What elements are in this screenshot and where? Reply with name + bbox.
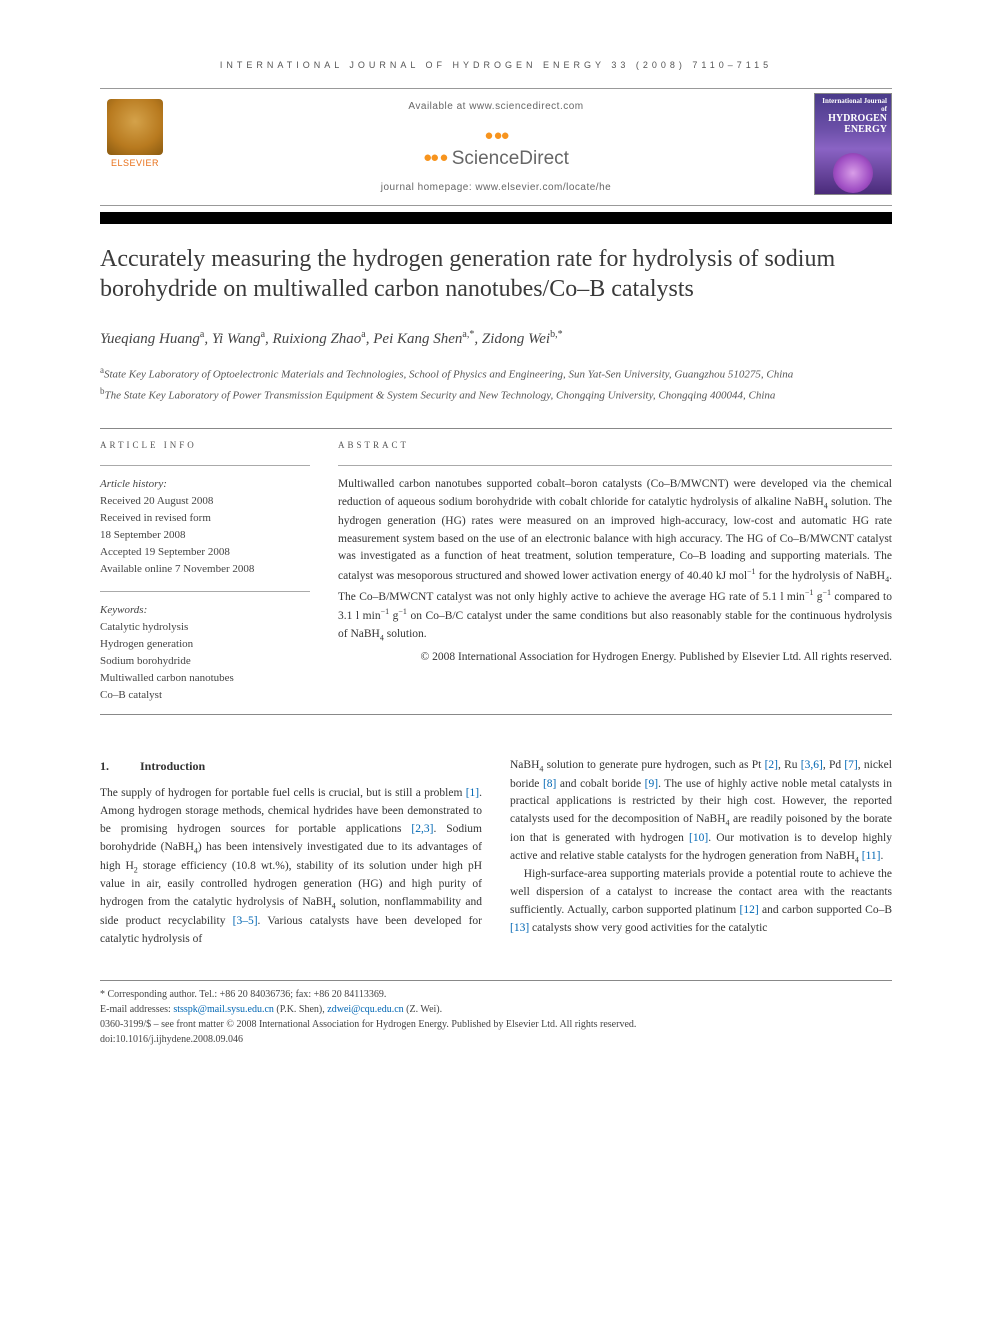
- body-paragraph: The supply of hydrogen for portable fuel…: [100, 785, 482, 948]
- article-info-heading: ARTICLE INFO: [100, 439, 310, 453]
- sciencedirect-text: ScienceDirect: [452, 148, 569, 169]
- accepted-date: Accepted 19 September 2008: [100, 544, 310, 561]
- rights-line: 0360-3199/$ – see front matter © 2008 In…: [100, 1017, 892, 1032]
- abstract-heading: ABSTRACT: [338, 439, 892, 453]
- abstract-column: ABSTRACT Multiwalled carbon nanotubes su…: [338, 439, 892, 704]
- elsevier-text: ELSEVIER: [100, 158, 170, 168]
- keyword: Hydrogen generation: [100, 636, 310, 653]
- elsevier-logo: ELSEVIER: [100, 99, 170, 168]
- section-heading: 1.Introduction: [100, 757, 482, 776]
- body-column-right: NaBH4 solution to generate pure hydrogen…: [510, 757, 892, 949]
- affiliation-b: bThe State Key Laboratory of Power Trans…: [100, 385, 892, 404]
- publisher-banner: ELSEVIER Available at www.sciencedirect.…: [100, 88, 892, 206]
- abstract-text: Multiwalled carbon nanotubes supported c…: [338, 476, 892, 644]
- email-link[interactable]: zdwei@cqu.edu.cn: [327, 1004, 403, 1015]
- authors-list: Yueqiang Huanga, Yi Wanga, Ruixiong Zhao…: [100, 328, 892, 350]
- cover-graphic-icon: [833, 153, 873, 193]
- body-two-columns: 1.Introduction The supply of hydrogen fo…: [100, 757, 892, 949]
- body-paragraph: High-surface-area supporting materials p…: [510, 866, 892, 937]
- email-line: E-mail addresses: stsspk@mail.sysu.edu.c…: [100, 1002, 892, 1017]
- affiliation-a: aState Key Laboratory of Optoelectronic …: [100, 364, 892, 383]
- elsevier-tree-icon: [107, 99, 163, 155]
- journal-cover-thumbnail: International Journal of HYDROGEN ENERGY: [814, 93, 892, 195]
- email-link[interactable]: stsspk@mail.sysu.edu.cn: [173, 1004, 274, 1015]
- article-info-column: ARTICLE INFO Article history: Received 2…: [100, 439, 310, 704]
- journal-homepage-text: journal homepage: www.elsevier.com/locat…: [190, 182, 802, 193]
- keyword: Sodium borohydride: [100, 653, 310, 670]
- keyword: Multiwalled carbon nanotubes: [100, 670, 310, 687]
- available-at-text: Available at www.sciencedirect.com: [190, 101, 802, 112]
- article-title: Accurately measuring the hydrogen genera…: [100, 244, 892, 304]
- body-paragraph: NaBH4 solution to generate pure hydrogen…: [510, 757, 892, 867]
- keywords-label: Keywords:: [100, 604, 147, 616]
- keyword: Catalytic hydrolysis: [100, 619, 310, 636]
- received-date: Received 20 August 2008: [100, 493, 310, 510]
- body-column-left: 1.Introduction The supply of hydrogen fo…: [100, 757, 482, 949]
- info-abstract-row: ARTICLE INFO Article history: Received 2…: [100, 428, 892, 715]
- cover-title: International Journal of HYDROGEN ENERGY: [815, 94, 891, 135]
- revised-line2: 18 September 2008: [100, 527, 310, 544]
- abstract-copyright: © 2008 International Association for Hyd…: [338, 649, 892, 667]
- section-title: Introduction: [140, 759, 205, 773]
- keyword: Co–B catalyst: [100, 687, 310, 704]
- separator-bar: [100, 212, 892, 224]
- doi-line: doi:10.1016/j.ijhydene.2008.09.046: [100, 1032, 892, 1047]
- journal-header: INTERNATIONAL JOURNAL OF HYDROGEN ENERGY…: [100, 60, 892, 70]
- corresponding-author: * Corresponding author. Tel.: +86 20 840…: [100, 987, 892, 1002]
- footnotes: * Corresponding author. Tel.: +86 20 840…: [100, 980, 892, 1047]
- section-number: 1.: [100, 757, 140, 776]
- online-date: Available online 7 November 2008: [100, 561, 310, 578]
- history-label: Article history:: [100, 478, 167, 490]
- sciencedirect-logo: ● ●●●● ● ScienceDirect: [190, 126, 802, 170]
- revised-line1: Received in revised form: [100, 510, 310, 527]
